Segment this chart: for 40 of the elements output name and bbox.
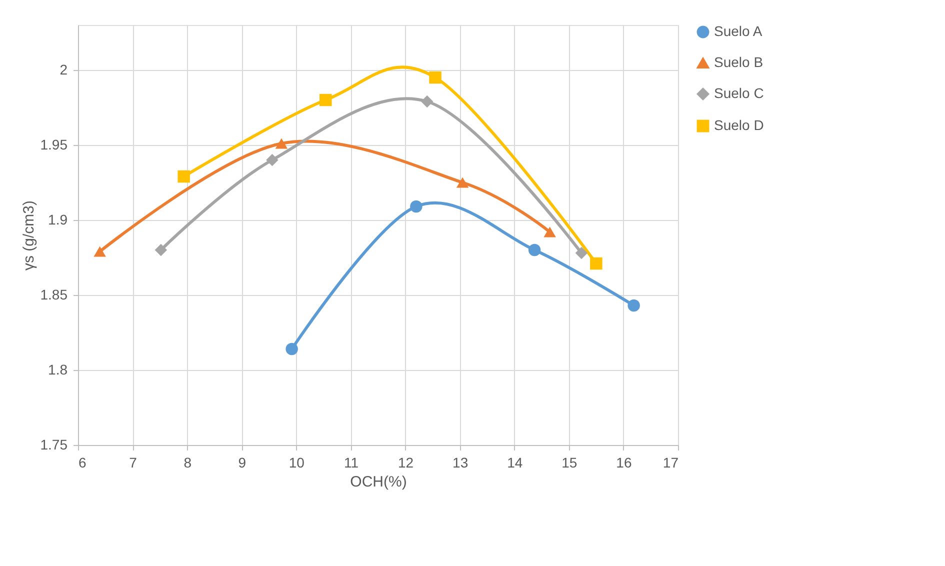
- y-tick-label: 1.8: [48, 362, 68, 378]
- legend-label: Suelo D: [714, 117, 764, 133]
- point: [286, 342, 298, 356]
- point: [420, 95, 434, 108]
- point: [590, 257, 602, 270]
- legend-label: Suelo C: [714, 85, 764, 101]
- y-tick-label: 1.85: [40, 286, 68, 302]
- y-axis-title: γs (g/cm3): [20, 200, 38, 271]
- x-tick-label: 9: [238, 454, 246, 470]
- point: [528, 244, 541, 256]
- point: [275, 138, 288, 149]
- x-tick-label: 13: [452, 454, 468, 470]
- legend-label: Suelo A: [714, 23, 763, 39]
- x-tick-label: 14: [507, 454, 523, 470]
- y-tick-label: 1.9: [48, 212, 68, 228]
- point: [154, 244, 168, 256]
- point: [456, 177, 469, 188]
- point: [320, 94, 332, 106]
- point: [266, 154, 278, 166]
- point: [544, 226, 556, 238]
- point: [94, 246, 106, 257]
- x-tick-label: 11: [344, 454, 359, 470]
- point: [410, 200, 422, 213]
- y-tick-label: 2: [60, 62, 68, 78]
- x-tick-label: 8: [184, 454, 192, 470]
- point: [575, 246, 588, 260]
- x-tick-label: 12: [398, 454, 414, 470]
- legend-label: Suelo B: [714, 54, 764, 70]
- x-tick-label: 7: [129, 454, 138, 470]
- x-tick-label: 16: [616, 454, 632, 470]
- x-tick-label: 17: [662, 454, 679, 470]
- x-tick-label: 10: [288, 454, 305, 470]
- point: [178, 170, 190, 183]
- point: [429, 71, 442, 84]
- y-tick-label: 1.75: [40, 436, 68, 452]
- x-tick-label: 15: [562, 454, 578, 470]
- x-axis-title: OCH(%): [350, 474, 407, 490]
- point: [628, 299, 640, 312]
- x-tick-label: 6: [78, 454, 86, 470]
- y-tick-label: 1.95: [40, 136, 68, 152]
